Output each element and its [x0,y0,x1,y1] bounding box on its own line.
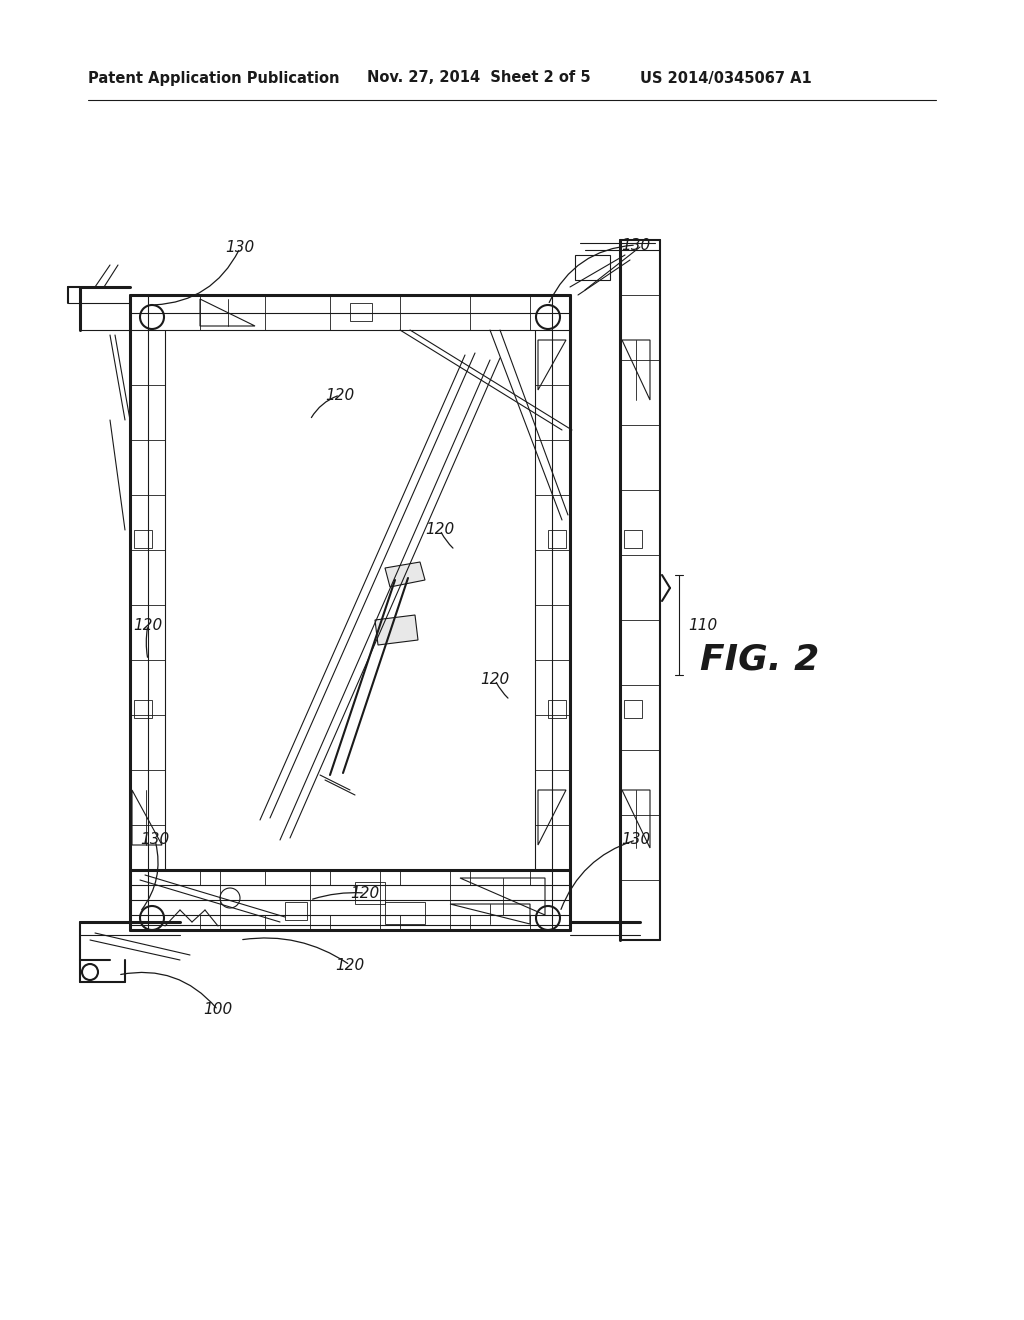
Text: 120: 120 [425,523,455,537]
Text: Patent Application Publication: Patent Application Publication [88,70,340,86]
Bar [624,700,642,718]
Text: 130: 130 [140,833,170,847]
Text: US 2014/0345067 A1: US 2014/0345067 A1 [640,70,812,86]
Bar [355,882,385,904]
Text: 120: 120 [336,957,365,973]
Text: 120: 120 [326,388,354,403]
Text: FIG. 2: FIG. 2 [700,643,819,677]
Bar [548,531,566,548]
Text: 130: 130 [622,238,650,252]
Polygon shape [385,562,425,587]
Text: 100: 100 [204,1002,232,1018]
Text: 120: 120 [133,618,163,632]
Bar [624,531,642,548]
Text: 120: 120 [350,886,380,900]
Text: 110: 110 [688,618,717,632]
Text: 130: 130 [225,240,255,256]
Text: Nov. 27, 2014  Sheet 2 of 5: Nov. 27, 2014 Sheet 2 of 5 [367,70,591,86]
Polygon shape [375,615,418,645]
Bar [134,531,152,548]
Bar [134,700,152,718]
Bar [350,304,372,321]
Bar [285,902,307,920]
Bar [385,902,425,924]
Text: 120: 120 [480,672,510,688]
Bar [575,255,610,280]
Bar [548,700,566,718]
Text: 130: 130 [622,833,650,847]
